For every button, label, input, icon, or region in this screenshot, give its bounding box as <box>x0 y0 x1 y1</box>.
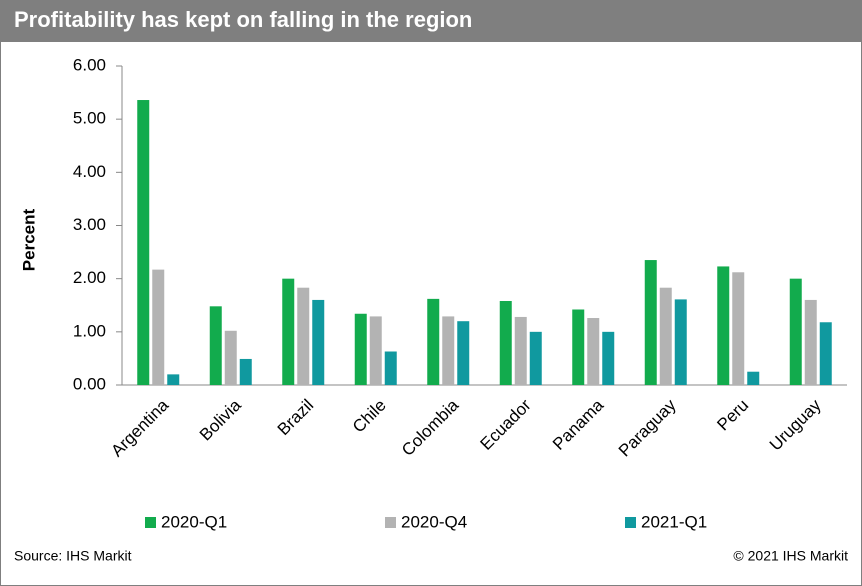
bar <box>137 100 150 385</box>
legend-swatch <box>145 517 156 528</box>
chart-title: Profitability has kept on falling in the… <box>14 7 472 32</box>
bar <box>587 318 600 385</box>
bar <box>209 306 222 385</box>
bar <box>354 313 367 385</box>
bar <box>239 358 252 385</box>
bar <box>152 269 165 385</box>
bar <box>644 260 657 385</box>
y-axis-label: Percent <box>19 208 38 271</box>
bar <box>747 371 760 385</box>
bar <box>499 300 512 385</box>
title-band <box>0 0 862 42</box>
bar <box>804 299 817 385</box>
copyright: © 2021 IHS Markit <box>733 548 848 564</box>
y-tick-label: 3.00 <box>73 215 106 234</box>
bar <box>224 330 237 385</box>
bar <box>732 272 745 385</box>
bar <box>602 331 615 385</box>
bar <box>369 316 382 385</box>
bar <box>282 278 295 385</box>
bar <box>457 321 470 385</box>
source: Source: IHS Markit <box>14 548 132 564</box>
legend-swatch <box>625 517 636 528</box>
bar <box>297 287 310 385</box>
legend-label: 2020-Q4 <box>401 512 467 531</box>
bar <box>717 266 730 385</box>
legend-label: 2021-Q1 <box>641 512 707 531</box>
bar <box>789 278 802 385</box>
bar <box>529 331 542 385</box>
legend-swatch <box>385 517 396 528</box>
y-tick-label: 5.00 <box>73 109 106 128</box>
y-tick-label: 6.00 <box>73 55 106 74</box>
bar <box>659 287 672 385</box>
y-tick-label: 4.00 <box>73 162 106 181</box>
bar <box>312 299 325 385</box>
bar <box>427 298 440 385</box>
bar <box>819 322 832 385</box>
y-tick-label: 2.00 <box>73 268 106 287</box>
bar <box>167 374 180 385</box>
bar <box>384 351 397 385</box>
bar <box>572 309 585 385</box>
bar <box>442 316 455 385</box>
y-tick-label: 1.00 <box>73 321 106 340</box>
bar <box>514 316 527 385</box>
y-tick-label: 0.00 <box>73 374 106 393</box>
bar <box>674 299 687 385</box>
legend-label: 2020-Q1 <box>161 512 227 531</box>
